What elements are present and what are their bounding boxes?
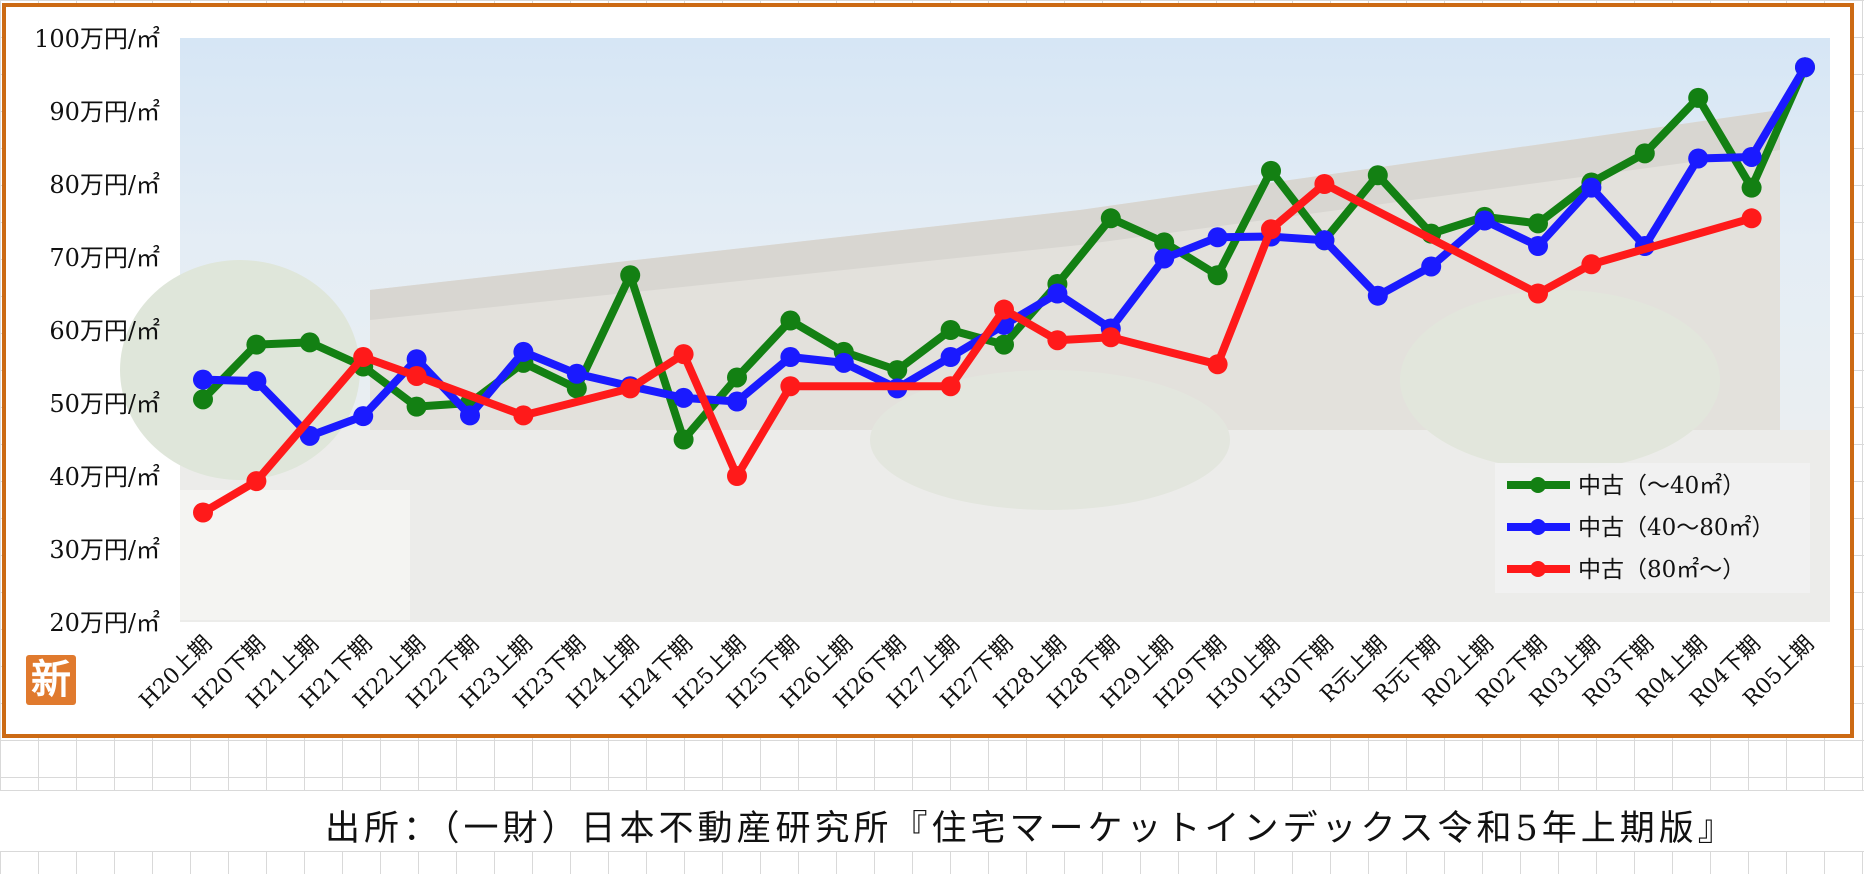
x-axis: H20上期H20下期H21上期H21下期H22上期H22下期H23上期H23下期… <box>135 632 1819 714</box>
data-point <box>1688 148 1709 169</box>
data-point <box>406 396 427 417</box>
data-point <box>1528 213 1548 234</box>
series-3 <box>193 174 1762 523</box>
data-point <box>353 347 374 368</box>
data-point <box>1474 210 1495 231</box>
data-point <box>513 341 534 362</box>
legend-item: 中古（～40㎡） <box>1507 473 1745 499</box>
data-point <box>727 466 747 486</box>
data-point <box>1314 230 1335 251</box>
data-point <box>1741 208 1762 229</box>
legend: 中古（～40㎡） 中古（40～80㎡） 中古（80㎡～） <box>1495 463 1810 593</box>
data-point <box>246 471 267 492</box>
data-point <box>1528 283 1548 304</box>
y-tick-label: 30万円/㎡ <box>49 536 160 564</box>
data-point <box>1634 143 1655 164</box>
data-point <box>1047 330 1068 351</box>
data-point <box>1741 146 1762 167</box>
data-point <box>727 391 747 412</box>
data-point <box>246 334 267 355</box>
data-point <box>1741 177 1762 198</box>
data-point <box>620 378 641 399</box>
data-point <box>780 347 801 368</box>
data-point <box>1261 160 1281 181</box>
data-point <box>994 334 1014 355</box>
data-point <box>1367 165 1388 186</box>
data-point <box>940 320 961 340</box>
data-point <box>193 502 213 523</box>
data-point <box>673 429 694 450</box>
data-point <box>1207 354 1228 375</box>
data-point <box>727 367 747 388</box>
data-point <box>1154 232 1175 253</box>
data-point <box>460 405 480 426</box>
y-tick-label: 90万円/㎡ <box>49 98 160 126</box>
data-point <box>994 299 1014 320</box>
data-point <box>1261 219 1281 240</box>
y-tick-label: 80万円/㎡ <box>49 171 160 199</box>
data-point <box>1207 227 1228 248</box>
data-point <box>566 363 587 384</box>
source-caption: 出所：（一財）日本不動産研究所『住宅マーケットインデックス令和5年上期版』 <box>325 809 1737 849</box>
legend-label: 中古（80㎡～） <box>1578 557 1745 583</box>
data-point <box>1795 57 1815 78</box>
y-tick-label: 40万円/㎡ <box>49 463 160 491</box>
data-point <box>1207 265 1228 286</box>
data-point <box>299 332 320 353</box>
data-point <box>1100 208 1121 229</box>
data-point <box>780 376 801 397</box>
legend-marker <box>1530 561 1546 577</box>
data-point <box>566 378 587 399</box>
legend-item: 中古（80㎡～） <box>1507 557 1745 583</box>
data-point <box>406 365 427 386</box>
series-2 <box>193 57 1815 446</box>
data-point <box>193 369 213 390</box>
legend-label: 中古（～40㎡） <box>1578 473 1745 499</box>
y-tick-label: 70万円/㎡ <box>49 244 160 272</box>
data-point <box>1421 256 1442 277</box>
data-point <box>1154 248 1175 269</box>
data-point <box>513 405 534 426</box>
y-tick-label: 50万円/㎡ <box>49 390 160 418</box>
legend-label: 中古（40～80㎡） <box>1578 515 1775 541</box>
y-tick-label: 100万円/㎡ <box>34 25 160 53</box>
y-axis: 100万円/㎡ 90万円/㎡ 80万円/㎡ 70万円/㎡ 60万円/㎡ 50万円/㎡ 40万… <box>34 25 160 637</box>
data-point <box>780 310 801 331</box>
data-point <box>1047 283 1068 304</box>
y-tick-label: 20万円/㎡ <box>49 609 160 637</box>
data-point <box>887 360 908 381</box>
data-point <box>246 371 267 392</box>
data-point <box>1100 327 1121 348</box>
data-point <box>1581 177 1602 198</box>
data-point <box>1581 254 1602 275</box>
line-chart: 100万円/㎡ 90万円/㎡ 80万円/㎡ 70万円/㎡ 60万円/㎡ 50万円/㎡ 40万… <box>34 25 1830 714</box>
series-layer <box>193 57 1815 523</box>
data-point <box>1314 174 1335 194</box>
data-point <box>833 352 854 373</box>
data-point <box>406 349 427 370</box>
data-point <box>1528 236 1548 257</box>
new-badge-icon: 新 <box>26 655 76 705</box>
data-point <box>940 376 961 397</box>
data-point <box>620 265 641 286</box>
legend-marker <box>1530 477 1546 493</box>
data-point <box>673 344 694 365</box>
legend-item: 中古（40～80㎡） <box>1507 515 1775 541</box>
data-point <box>673 387 694 408</box>
data-point <box>1688 87 1709 108</box>
data-point <box>353 406 374 427</box>
data-point <box>193 389 213 410</box>
source-row <box>0 790 1864 851</box>
legend-marker <box>1530 519 1546 535</box>
data-point <box>1367 285 1388 306</box>
y-tick-label: 60万円/㎡ <box>49 317 160 345</box>
data-point <box>940 347 961 368</box>
